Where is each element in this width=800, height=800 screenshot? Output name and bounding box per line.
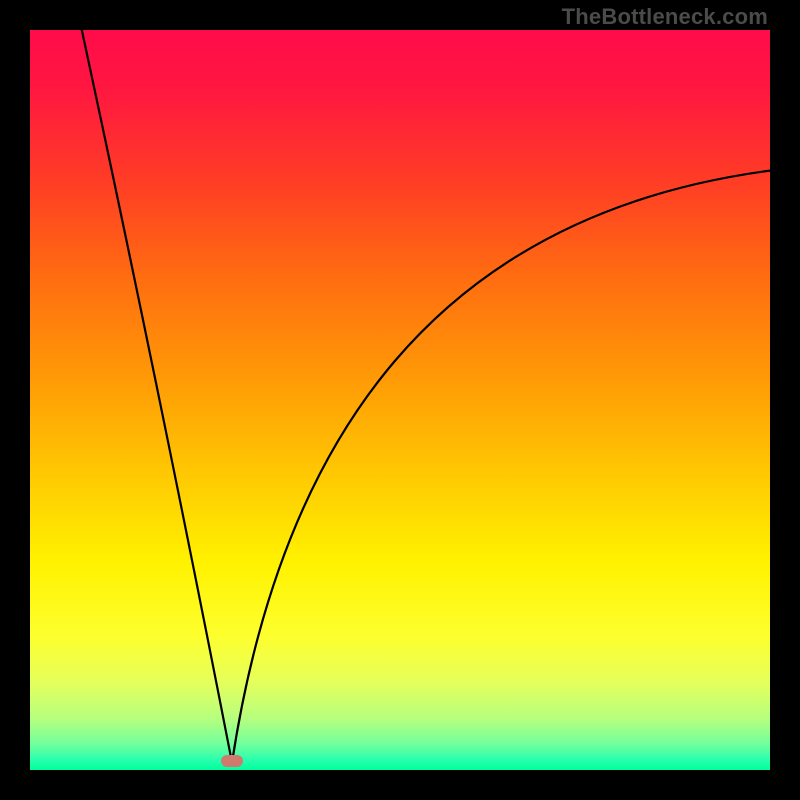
dip-marker (221, 755, 243, 767)
bottleneck-curve (30, 30, 770, 770)
chart-frame: TheBottleneck.com (0, 0, 800, 800)
watermark-text: TheBottleneck.com (562, 4, 768, 30)
plot-area (30, 30, 770, 770)
